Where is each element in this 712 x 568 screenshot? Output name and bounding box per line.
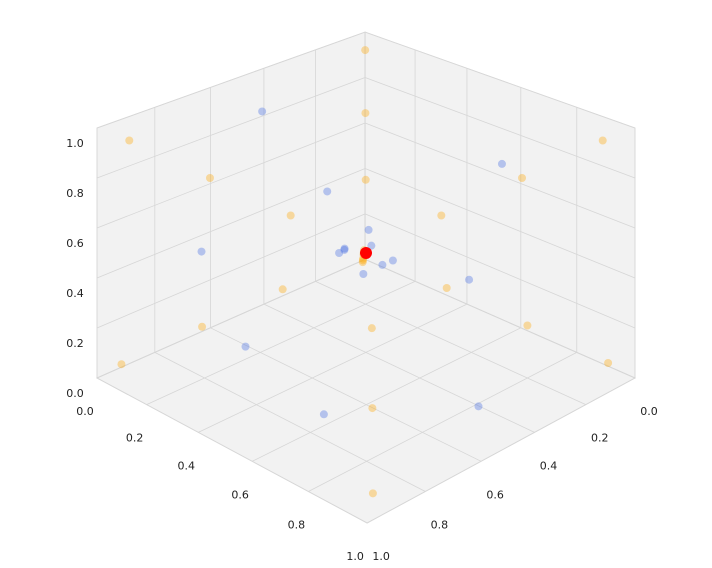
point bbox=[323, 187, 332, 196]
point bbox=[437, 211, 446, 220]
grid-line bbox=[96, 77, 366, 179]
point bbox=[368, 489, 377, 498]
point bbox=[340, 245, 349, 254]
point bbox=[367, 241, 376, 250]
grid-line bbox=[366, 377, 636, 524]
grid-line bbox=[251, 327, 521, 462]
point bbox=[368, 404, 377, 413]
point bbox=[361, 109, 370, 118]
x-tick-label: 0.4 bbox=[178, 459, 196, 472]
grid-line bbox=[96, 31, 366, 129]
point bbox=[364, 225, 373, 234]
grid-line bbox=[154, 352, 426, 492]
point bbox=[474, 402, 483, 411]
x-tick-label: 1.0 bbox=[346, 550, 364, 563]
point bbox=[358, 258, 367, 267]
z-tick-label: 0.8 bbox=[66, 187, 84, 200]
point bbox=[117, 360, 126, 369]
z-tick-label: 0.2 bbox=[66, 337, 84, 350]
z-tick-label: 1.0 bbox=[66, 137, 84, 150]
x-tick-label: 0.0 bbox=[76, 405, 94, 418]
point bbox=[319, 410, 328, 419]
grid-line bbox=[263, 303, 535, 433]
grid-line bbox=[96, 122, 366, 229]
point bbox=[497, 159, 506, 168]
y-tick-label: 0.4 bbox=[540, 459, 558, 472]
grid-line bbox=[315, 280, 586, 405]
point bbox=[360, 247, 372, 259]
point bbox=[286, 211, 295, 220]
point bbox=[241, 342, 250, 351]
y-tick-label: 0.6 bbox=[486, 488, 504, 501]
grid-line bbox=[96, 258, 366, 379]
point bbox=[340, 244, 349, 253]
x-tick-label: 0.8 bbox=[288, 518, 306, 531]
point bbox=[465, 275, 474, 284]
point bbox=[388, 256, 397, 265]
grid-line bbox=[364, 77, 636, 179]
z-tick-label: 0.6 bbox=[66, 237, 84, 250]
x-tick-label: 0.6 bbox=[231, 488, 249, 501]
point bbox=[361, 175, 370, 184]
z-tick-label: 0.4 bbox=[66, 287, 84, 300]
point bbox=[378, 260, 387, 269]
point bbox=[442, 284, 451, 292]
point bbox=[258, 107, 267, 116]
point bbox=[205, 174, 214, 182]
point bbox=[125, 136, 134, 145]
point bbox=[335, 249, 344, 257]
grid-line bbox=[96, 213, 366, 329]
y-tick-label: 0.0 bbox=[640, 405, 658, 418]
grid-line bbox=[210, 327, 482, 462]
point bbox=[604, 359, 613, 367]
grid-line bbox=[198, 303, 468, 433]
grid-line bbox=[364, 258, 636, 379]
point bbox=[198, 322, 207, 331]
grid-line bbox=[96, 377, 368, 524]
y-tick-label: 0.8 bbox=[431, 518, 449, 531]
point bbox=[278, 285, 287, 294]
point bbox=[523, 321, 532, 330]
grid-line bbox=[364, 122, 636, 229]
point bbox=[367, 324, 376, 333]
point bbox=[359, 270, 368, 279]
grid-line bbox=[364, 168, 636, 279]
grid-line bbox=[96, 168, 366, 279]
point bbox=[197, 247, 206, 256]
y-tick-label: 0.2 bbox=[591, 432, 609, 445]
grid-line bbox=[364, 213, 636, 329]
grid-line bbox=[364, 31, 636, 129]
point bbox=[598, 136, 607, 145]
point bbox=[361, 46, 370, 55]
x-tick-label: 0.2 bbox=[126, 432, 144, 445]
y-tick-label: 1.0 bbox=[372, 550, 390, 563]
grid-line bbox=[146, 280, 416, 405]
z-tick-label: 0.0 bbox=[66, 387, 84, 400]
grid-line bbox=[308, 352, 577, 492]
point bbox=[518, 174, 527, 182]
